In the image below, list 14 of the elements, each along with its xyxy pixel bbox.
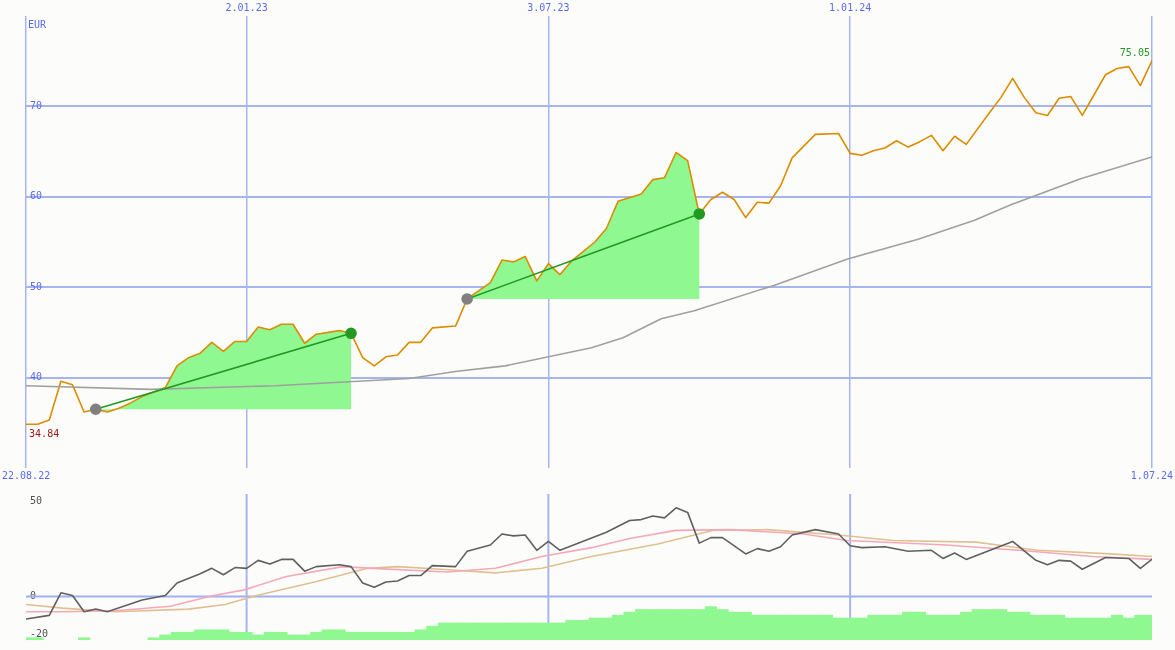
- y-tick-label: 60: [30, 190, 43, 202]
- y-tick-label: 50: [30, 280, 43, 292]
- y-tick-label: 40: [30, 371, 43, 383]
- y-tick-label: 50: [30, 495, 43, 507]
- annotation: 75.05: [1119, 46, 1150, 58]
- annotation: 34.84: [29, 428, 60, 440]
- x-tick-label: 22.08.22: [2, 469, 51, 481]
- y-axis-title: EUR: [28, 19, 48, 30]
- x2-tick-label: 3.07.23: [527, 1, 570, 13]
- y-tick-label: 70: [30, 99, 43, 111]
- x-tick-label: 1.07.24: [1130, 469, 1174, 481]
- y-tick-label: -20: [30, 627, 49, 639]
- x2-tick-label: 2.01.23: [225, 1, 268, 13]
- x2-tick-label: 1.01.24: [829, 1, 872, 13]
